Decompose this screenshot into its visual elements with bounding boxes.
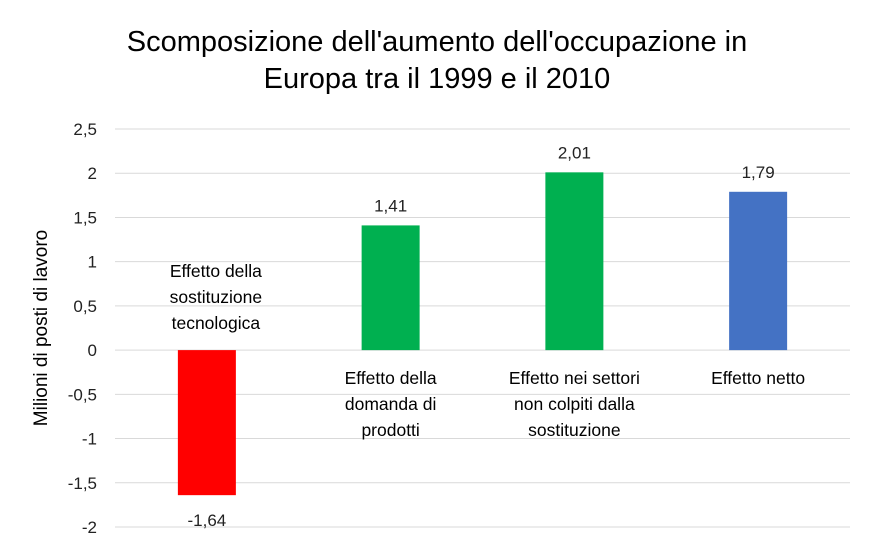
category-label: tecnologica [172, 313, 261, 333]
category-label: non colpiti dalla [514, 394, 635, 414]
y-tick-label: 2,5 [73, 120, 97, 139]
category-label: Effetto della [170, 261, 262, 281]
bar [729, 191, 788, 351]
y-tick-label: 2 [88, 164, 97, 183]
data-label: 1,79 [742, 163, 775, 182]
y-tick-label: 1,5 [73, 208, 97, 227]
chart-title-line-2: Europa tra il 1999 e il 2010 [264, 63, 611, 95]
y-axis-title: Milioni di posti di lavoro [31, 230, 52, 426]
bar [361, 225, 420, 351]
y-tick-label: -0,5 [68, 385, 97, 404]
y-tick-label: -1 [82, 430, 97, 449]
category-label: Effetto netto [711, 368, 805, 388]
data-label: 1,41 [374, 196, 407, 215]
bar [177, 350, 236, 496]
category-label: domanda di [345, 394, 436, 414]
bar [545, 172, 604, 351]
y-tick-label: 1 [88, 253, 97, 272]
category-label: Effetto nei settori [509, 368, 640, 388]
y-tick-label: 0,5 [73, 297, 97, 316]
data-label: -1,64 [188, 511, 227, 530]
y-tick-label: 0 [88, 341, 97, 360]
category-label: prodotti [361, 420, 419, 440]
y-tick-label: -2 [82, 518, 97, 537]
chart-title-line-1: Scomposizione dell'aumento dell'occupazi… [127, 26, 747, 58]
data-label: 2,01 [558, 143, 591, 162]
category-label: sostituzione [528, 420, 620, 440]
y-tick-label: -1,5 [68, 474, 97, 493]
category-label: sostituzione [170, 287, 262, 307]
category-label: Effetto della [345, 368, 437, 388]
